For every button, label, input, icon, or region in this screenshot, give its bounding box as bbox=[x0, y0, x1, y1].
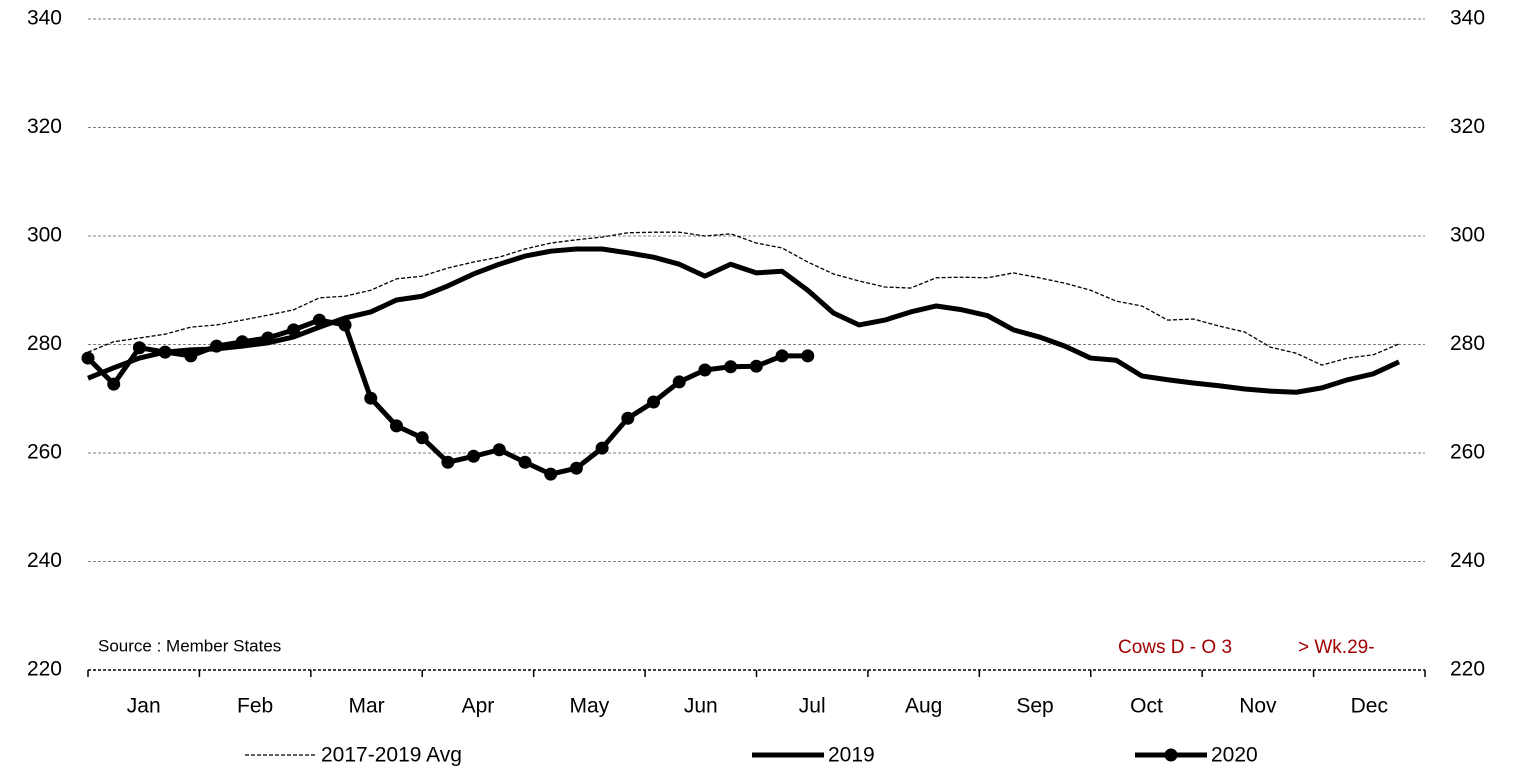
series-marker bbox=[235, 335, 249, 349]
legend-label: 2019 bbox=[828, 744, 875, 767]
series-marker bbox=[184, 349, 198, 363]
series-marker bbox=[775, 349, 789, 363]
series-marker bbox=[801, 349, 815, 363]
y2-tick-label: 340 bbox=[1450, 7, 1485, 30]
x-tick-label: Jul bbox=[799, 695, 826, 718]
series-marker bbox=[364, 391, 378, 405]
series-marker bbox=[287, 323, 301, 337]
y2-tick-label: 280 bbox=[1450, 332, 1485, 355]
x-tick-label: Jun bbox=[684, 695, 718, 718]
series-marker bbox=[312, 313, 326, 327]
y-tick-label: 240 bbox=[27, 549, 62, 572]
y-tick-label: 340 bbox=[27, 7, 62, 30]
source-note: Source : Member States bbox=[98, 636, 281, 655]
series-line bbox=[87, 231, 1400, 366]
y-tick-label: 320 bbox=[27, 115, 62, 138]
x-tick-label: Jan bbox=[127, 695, 161, 718]
series-marker bbox=[467, 449, 481, 463]
series-marker bbox=[544, 467, 558, 481]
y-tick-label: 280 bbox=[27, 332, 62, 355]
series-marker bbox=[107, 377, 121, 391]
series-marker bbox=[672, 375, 686, 389]
y2-tick-label: 260 bbox=[1450, 441, 1485, 464]
series-line bbox=[86, 317, 808, 477]
series-marker bbox=[210, 339, 224, 353]
x-tick-label: Dec bbox=[1351, 695, 1388, 718]
y2-tick-label: 240 bbox=[1450, 549, 1485, 572]
annotation: > Wk.29- bbox=[1298, 637, 1375, 658]
x-tick-label: Feb bbox=[237, 695, 273, 718]
y-tick-label: 260 bbox=[27, 441, 62, 464]
series-marker bbox=[261, 331, 275, 345]
series-marker bbox=[492, 443, 506, 457]
x-tick-label: Apr bbox=[462, 695, 495, 718]
legend-label: 2020 bbox=[1211, 744, 1258, 767]
series-marker bbox=[595, 441, 609, 455]
series-marker bbox=[389, 419, 403, 433]
x-tick-label: Sep bbox=[1016, 695, 1053, 718]
series-marker bbox=[518, 455, 532, 469]
x-tick-label: Mar bbox=[348, 695, 384, 718]
series-marker bbox=[81, 351, 95, 365]
legend-marker bbox=[1164, 748, 1178, 762]
x-tick-label: Aug bbox=[905, 695, 942, 718]
series-marker bbox=[569, 461, 583, 475]
x-tick-label: May bbox=[570, 695, 610, 718]
series-marker bbox=[158, 345, 172, 359]
y-tick-label: 220 bbox=[27, 658, 62, 681]
series-marker bbox=[698, 363, 712, 377]
annotation: Cows D - O 3 bbox=[1118, 637, 1232, 658]
y2-tick-label: 300 bbox=[1450, 224, 1485, 247]
series-line bbox=[87, 246, 1401, 395]
x-tick-label: Oct bbox=[1130, 695, 1163, 718]
y2-tick-label: 320 bbox=[1450, 115, 1485, 138]
series-marker bbox=[132, 341, 146, 355]
x-tick-label: Nov bbox=[1239, 695, 1277, 718]
legend-label: 2017-2019 Avg bbox=[321, 744, 462, 767]
y-tick-label: 300 bbox=[27, 224, 62, 247]
series-marker bbox=[415, 431, 429, 445]
series-marker bbox=[441, 455, 455, 469]
y2-tick-label: 220 bbox=[1450, 658, 1485, 681]
series-marker bbox=[647, 395, 661, 409]
series-marker bbox=[724, 360, 738, 374]
series-marker bbox=[749, 359, 763, 373]
series-marker bbox=[338, 318, 352, 332]
series-marker bbox=[621, 411, 635, 425]
